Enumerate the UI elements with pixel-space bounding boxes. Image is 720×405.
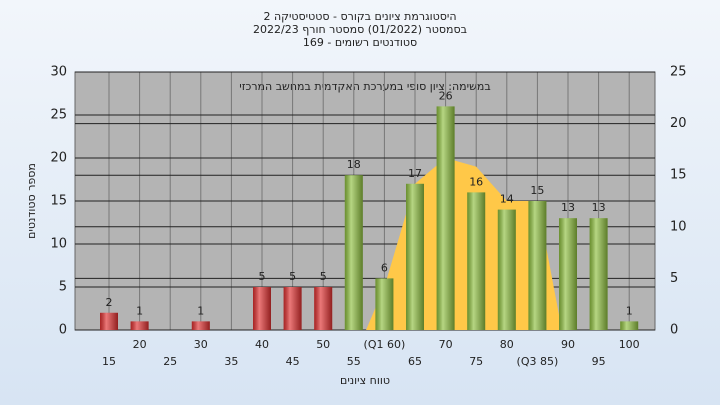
x-tick-label: 70 bbox=[439, 338, 453, 351]
x-tick-label: (Q1 60) bbox=[364, 338, 406, 351]
bar-shade bbox=[253, 287, 271, 330]
x-tick-label: 55 bbox=[347, 355, 361, 368]
x-tick-label: 15 bbox=[102, 355, 116, 368]
x-tick-label: 65 bbox=[408, 355, 422, 368]
data-label: 5 bbox=[289, 270, 296, 283]
bar-shade bbox=[436, 106, 455, 331]
bar-shade bbox=[528, 201, 547, 330]
y-tick-label: 5 bbox=[59, 280, 67, 295]
bar-shade bbox=[589, 218, 608, 330]
x-tick-label: 100 bbox=[619, 338, 640, 351]
bar-shade bbox=[406, 183, 424, 330]
x-tick-label: 30 bbox=[194, 338, 208, 351]
x-tick-label: 20 bbox=[133, 338, 147, 351]
x-tick-label: 90 bbox=[561, 338, 575, 351]
bar-shade bbox=[100, 312, 118, 330]
annotation: במשימה: ציון סופי במערכת האקדמית במחשב ה… bbox=[239, 80, 490, 93]
chart-title: סטודנטים רשומים - 169 bbox=[303, 36, 417, 49]
x-tick-label: (Q3 85) bbox=[517, 355, 559, 368]
y-tick-label: 30 bbox=[50, 65, 67, 80]
data-label: 26 bbox=[439, 89, 453, 102]
x-tick-label: 95 bbox=[592, 355, 606, 368]
bar-shade bbox=[314, 287, 333, 330]
y2-tick-label: 10 bbox=[670, 219, 687, 234]
bar-shade bbox=[559, 218, 577, 330]
bar-shade bbox=[467, 192, 486, 330]
bar-shade bbox=[191, 321, 210, 330]
bar-shade bbox=[344, 175, 363, 330]
x-tick-label: 45 bbox=[286, 355, 300, 368]
data-label: 2 bbox=[106, 296, 113, 309]
y-tick-label: 0 bbox=[59, 323, 67, 338]
y2-tick-label: 5 bbox=[670, 271, 678, 286]
chart-title: בסמסטר (01/2022) סמסטר חורף 2022/23 bbox=[253, 23, 467, 36]
data-label: 13 bbox=[592, 201, 606, 214]
data-label: 18 bbox=[347, 158, 361, 171]
bar-shade bbox=[620, 321, 639, 330]
y2-tick-label: 15 bbox=[670, 168, 687, 183]
y-tick-label: 25 bbox=[50, 108, 67, 123]
y2-tick-label: 0 bbox=[670, 323, 678, 338]
data-label: 5 bbox=[320, 270, 327, 283]
data-label: 16 bbox=[469, 175, 483, 188]
y2-tick-label: 25 bbox=[670, 65, 687, 80]
y-tick-label: 15 bbox=[50, 194, 67, 209]
data-label: 5 bbox=[259, 270, 266, 283]
data-label: 14 bbox=[500, 193, 514, 206]
x-tick-label: 75 bbox=[469, 355, 483, 368]
x-tick-label: 50 bbox=[316, 338, 330, 351]
bar-shade bbox=[375, 278, 394, 330]
x-tick-label: 25 bbox=[163, 355, 177, 368]
bar-shade bbox=[283, 287, 302, 330]
data-label: 1 bbox=[626, 304, 633, 317]
y-tick-label: 10 bbox=[50, 237, 67, 252]
data-label: 6 bbox=[381, 261, 388, 274]
x-axis-label: טווח ציונים bbox=[340, 374, 390, 387]
bar-shade bbox=[497, 209, 516, 330]
y-tick-label: 20 bbox=[50, 151, 67, 166]
x-tick-label: 35 bbox=[224, 355, 238, 368]
data-label: 17 bbox=[408, 167, 422, 180]
x-tick-label: 40 bbox=[255, 338, 269, 351]
data-label: 1 bbox=[197, 304, 204, 317]
y2-tick-label: 20 bbox=[670, 116, 687, 131]
data-label: 13 bbox=[561, 201, 575, 214]
data-label: 15 bbox=[530, 184, 544, 197]
data-label: 1 bbox=[136, 304, 143, 317]
chart-title: היסטוגרמת ציונים בקורס - סטטיסטיקה 2 bbox=[263, 10, 456, 23]
x-tick-label: 80 bbox=[500, 338, 514, 351]
y-axis-label: מספר סטודנטים bbox=[25, 163, 38, 239]
bar-shade bbox=[130, 321, 149, 330]
